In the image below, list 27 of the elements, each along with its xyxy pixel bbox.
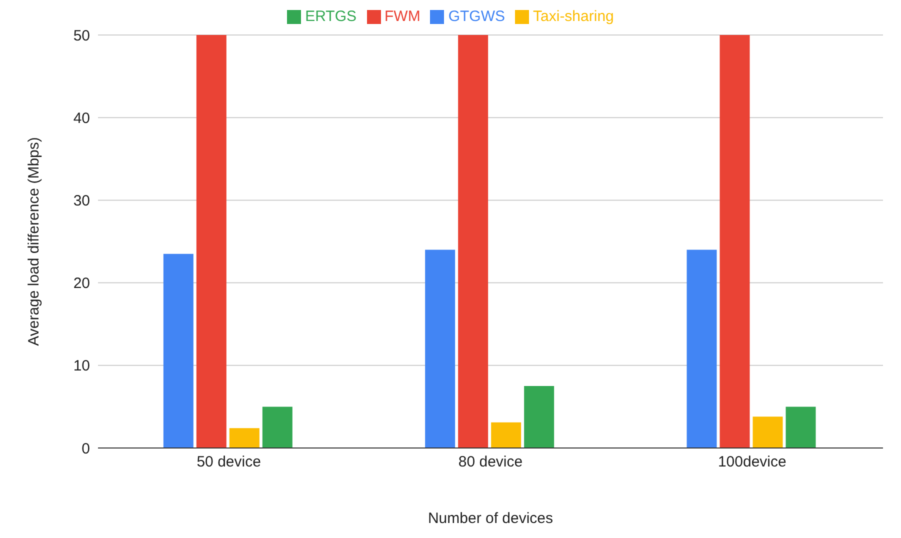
bar xyxy=(720,35,750,448)
y-tick-label: 0 xyxy=(82,440,90,458)
x-axis-title: Number of devices xyxy=(428,510,554,527)
bar xyxy=(163,254,194,448)
bar xyxy=(752,416,783,448)
bar xyxy=(686,250,717,448)
y-tick-label: 20 xyxy=(73,275,90,292)
y-tick-label: 40 xyxy=(73,110,90,127)
x-tick-label: 50 device xyxy=(196,454,261,471)
y-tick-label: 30 xyxy=(73,192,90,210)
legend-label: FWM xyxy=(384,8,420,25)
bar xyxy=(491,422,522,448)
bar xyxy=(196,35,226,448)
y-tick-label: 50 xyxy=(73,27,90,44)
bar xyxy=(458,35,488,448)
bar xyxy=(425,250,456,448)
y-axis-title: Average load difference (Mbps) xyxy=(25,137,42,346)
x-tick-label: 100device xyxy=(718,454,786,471)
bar xyxy=(524,386,554,448)
bar xyxy=(262,406,292,448)
legend-label: Taxi-sharing xyxy=(533,8,614,25)
x-tick-label: 80 device xyxy=(458,454,523,471)
bar xyxy=(786,406,816,448)
bar xyxy=(229,428,260,448)
y-tick-label: 10 xyxy=(73,358,90,375)
legend-label: ERTGS xyxy=(305,8,357,25)
legend-label: GTGWS xyxy=(448,8,506,25)
